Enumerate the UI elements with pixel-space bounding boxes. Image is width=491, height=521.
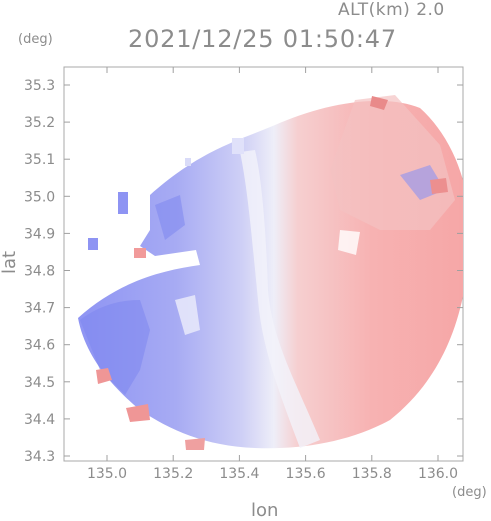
- timestamp-title: 2021/12/25 01:50:47: [128, 25, 397, 53]
- echo-speck-2: [118, 192, 128, 214]
- x-tick-label: 135.8: [352, 466, 392, 482]
- y-tick-label: 35.2: [24, 115, 55, 131]
- echo-speck-5: [232, 138, 244, 154]
- light-cell-1: [175, 295, 200, 335]
- echo-speck-1: [88, 238, 98, 250]
- ne-red-speck-2: [430, 178, 448, 194]
- radar-echo: [78, 95, 463, 450]
- x-tick-label: 135.0: [87, 466, 127, 482]
- x-tick-label: 135.2: [153, 466, 193, 482]
- y-tick-label: 35.3: [24, 78, 55, 94]
- echo-speck-4: [185, 158, 191, 166]
- y-tick-label: 34.6: [24, 338, 55, 354]
- s-red-speck: [185, 438, 205, 450]
- x-tick-label: 135.6: [286, 466, 326, 482]
- y-tick-label: 34.8: [24, 264, 55, 280]
- y-tick-label: 34.3: [24, 449, 55, 465]
- y-tick-label: 35.0: [24, 189, 55, 205]
- x-axis: 135.0 135.2 135.4 135.6 135.8 136.0: [87, 67, 458, 482]
- zero-velocity-band: [240, 150, 320, 448]
- blue-cell-sw: [80, 300, 150, 395]
- y-axis: 35.3 35.2 35.1 35.0 34.9 34.8 34.7 34.6 34.5 34.4…: [24, 78, 463, 465]
- y-unit-label: (deg): [18, 32, 53, 47]
- ne-white-streak: [338, 230, 360, 255]
- x-unit-label: (deg): [452, 485, 487, 500]
- y-tick-label: 34.7: [24, 301, 55, 317]
- ne-red-speck-1: [370, 96, 388, 110]
- altitude-label: ALT(km) 2.0: [338, 0, 445, 20]
- sw-red-speck-2: [126, 404, 150, 422]
- x-tick-label: 135.4: [219, 466, 259, 482]
- blue-cell-nw: [155, 195, 185, 240]
- y-tick-label: 34.4: [24, 412, 55, 428]
- y-tick-label: 34.5: [24, 375, 55, 391]
- sw-red-speck-1: [96, 368, 112, 384]
- echo-speck-3: [134, 248, 146, 258]
- y-tick-label: 35.1: [24, 152, 55, 168]
- x-axis-title: lon: [251, 500, 279, 521]
- x-tick-label: 136.0: [418, 466, 458, 482]
- y-tick-label: 34.9: [24, 226, 55, 242]
